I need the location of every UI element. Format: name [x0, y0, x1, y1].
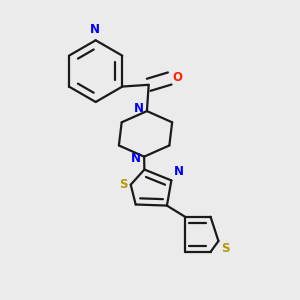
Text: N: N — [134, 102, 143, 115]
Text: S: S — [119, 178, 128, 190]
Text: N: N — [90, 23, 100, 36]
Text: S: S — [221, 242, 230, 256]
Text: N: N — [174, 165, 184, 178]
Text: O: O — [172, 71, 182, 84]
Text: N: N — [130, 152, 141, 165]
